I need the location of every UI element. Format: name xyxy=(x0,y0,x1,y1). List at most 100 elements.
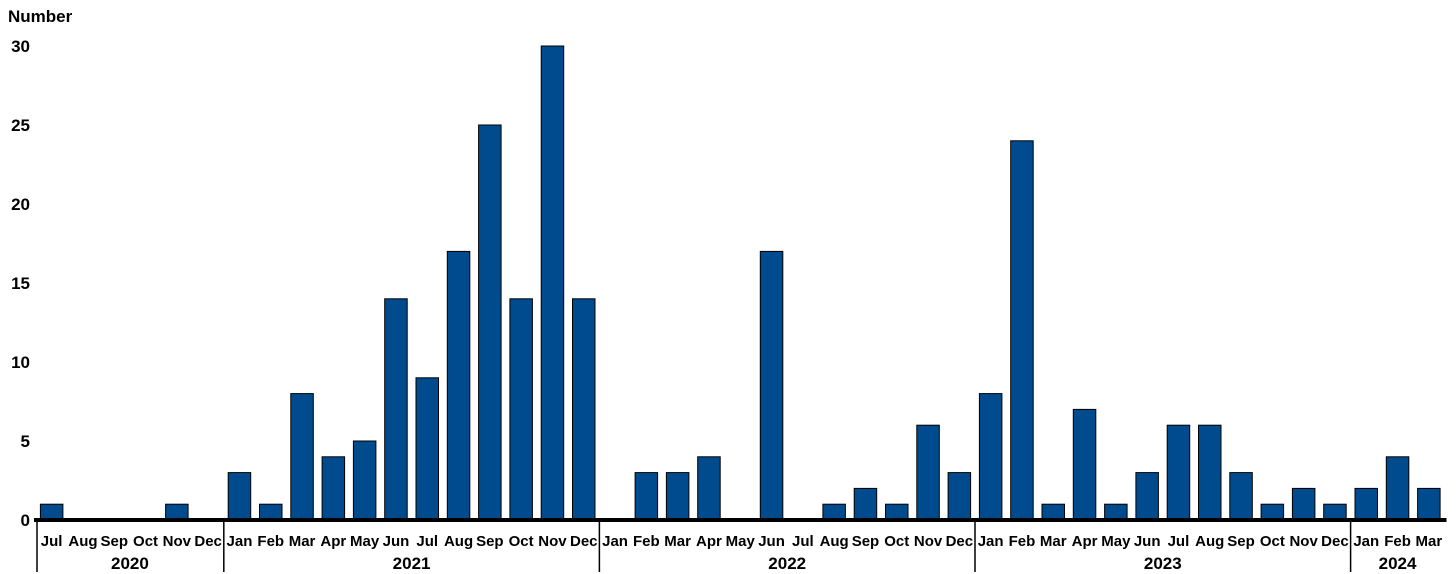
x-tick-label: Jun xyxy=(1134,533,1161,550)
x-tick-label: Nov xyxy=(1289,533,1318,550)
x-tick-label: Apr xyxy=(1072,533,1098,550)
bar xyxy=(1135,472,1159,521)
bar xyxy=(1291,487,1316,521)
bar xyxy=(572,298,596,521)
year-label: 2020 xyxy=(111,554,149,573)
bar xyxy=(1417,487,1441,521)
year-label: 2023 xyxy=(1144,554,1182,573)
bar xyxy=(1010,140,1034,521)
x-axis: Jul Aug Sep Oct Nov Dec Jan Feb Mar Apr May Jun Jul A… xyxy=(34,518,1447,573)
x-tick-label: Dec xyxy=(946,533,974,550)
x-tick-label: Dec xyxy=(194,533,222,550)
bar xyxy=(759,250,784,521)
bar xyxy=(1198,424,1222,521)
x-tick-label: Jan xyxy=(602,533,628,550)
bar xyxy=(478,124,502,521)
x-tick-label: May xyxy=(350,533,380,550)
bar xyxy=(947,472,972,521)
bar xyxy=(1323,503,1347,521)
x-tick-label: Jul xyxy=(416,533,438,550)
y-tick-label: 25 xyxy=(11,116,30,135)
bar xyxy=(978,393,1003,521)
x-tick-label: Sep xyxy=(852,533,880,550)
x-tick-label: Apr xyxy=(696,533,722,550)
bar xyxy=(227,472,252,521)
x-tick-label: Dec xyxy=(1321,533,1349,550)
bar xyxy=(321,456,346,521)
bar xyxy=(885,503,909,521)
bar xyxy=(1229,472,1253,521)
bar xyxy=(822,503,846,521)
x-tick-label: Oct xyxy=(133,533,158,550)
bar xyxy=(352,440,377,521)
x-tick-label: May xyxy=(1101,533,1131,550)
y-tick-label: 10 xyxy=(11,353,30,372)
bar xyxy=(1260,503,1285,521)
x-tick-label: Oct xyxy=(884,533,909,550)
year-label: 2021 xyxy=(393,554,431,573)
x-tick-label: Aug xyxy=(444,533,473,550)
x-tick-label: Oct xyxy=(1260,533,1285,550)
x-tick-label: Sep xyxy=(100,533,128,550)
x-tick-label: Feb xyxy=(633,533,660,550)
bar xyxy=(446,250,471,521)
y-tick-label: 30 xyxy=(11,37,30,56)
x-tick-label: Nov xyxy=(914,533,943,550)
x-tick-label: Jul xyxy=(792,533,814,550)
x-tick-label: Mar xyxy=(664,533,691,550)
bar xyxy=(1104,503,1128,521)
x-tick-label: Jan xyxy=(978,533,1004,550)
bar xyxy=(290,393,314,521)
bar xyxy=(1041,503,1065,521)
bar xyxy=(1354,487,1378,521)
x-tick-label: Jan xyxy=(1353,533,1379,550)
x-tick-label: Mar xyxy=(289,533,316,550)
bar xyxy=(697,456,721,521)
bar xyxy=(39,503,64,521)
x-tick-label: Nov xyxy=(538,533,567,550)
x-tick-label: Oct xyxy=(509,533,534,550)
bar xyxy=(665,472,690,521)
bar xyxy=(916,424,940,521)
x-tick-label: Jun xyxy=(758,533,785,550)
year-label: 2024 xyxy=(1379,554,1417,573)
bar xyxy=(259,503,283,521)
x-tick-label: Aug xyxy=(68,533,97,550)
x-tick-label: Feb xyxy=(257,533,284,550)
bar xyxy=(165,503,189,521)
x-tick-label: Dec xyxy=(570,533,598,550)
bars xyxy=(39,45,1441,521)
x-tick-label: Nov xyxy=(163,533,192,550)
x-tick-label: Sep xyxy=(1227,533,1255,550)
bar xyxy=(509,298,533,521)
bar xyxy=(1385,456,1410,521)
y-tick-label: 0 xyxy=(21,511,30,530)
x-tick-label: Jan xyxy=(227,533,253,550)
year-label: 2022 xyxy=(768,554,806,573)
bar xyxy=(384,298,408,521)
x-tick-label: Sep xyxy=(476,533,504,550)
x-tick-label: Feb xyxy=(1384,533,1411,550)
x-tick-label: Jul xyxy=(1168,533,1190,550)
bar xyxy=(853,487,878,521)
bar xyxy=(1166,424,1191,521)
x-tick-label: Feb xyxy=(1009,533,1036,550)
x-tick-label: Jul xyxy=(41,533,63,550)
y-tick-label: 15 xyxy=(11,274,30,293)
x-tick-label: Mar xyxy=(1416,533,1443,550)
y-tick-labels: 0 5 10 15 20 25 30 xyxy=(11,37,30,530)
x-tick-label: Aug xyxy=(1195,533,1224,550)
bar xyxy=(634,472,659,521)
bar xyxy=(540,45,565,521)
x-tick-label: Jun xyxy=(383,533,410,550)
x-tick-label: Aug xyxy=(820,533,849,550)
x-tick-label: Mar xyxy=(1040,533,1067,550)
x-tick-label: Apr xyxy=(320,533,346,550)
x-tick-label: May xyxy=(726,533,756,550)
y-tick-label: 20 xyxy=(11,195,30,214)
y-axis-label: Number xyxy=(8,7,73,26)
bar xyxy=(415,377,439,521)
y-tick-label: 5 xyxy=(21,432,30,451)
bar xyxy=(1072,408,1097,521)
